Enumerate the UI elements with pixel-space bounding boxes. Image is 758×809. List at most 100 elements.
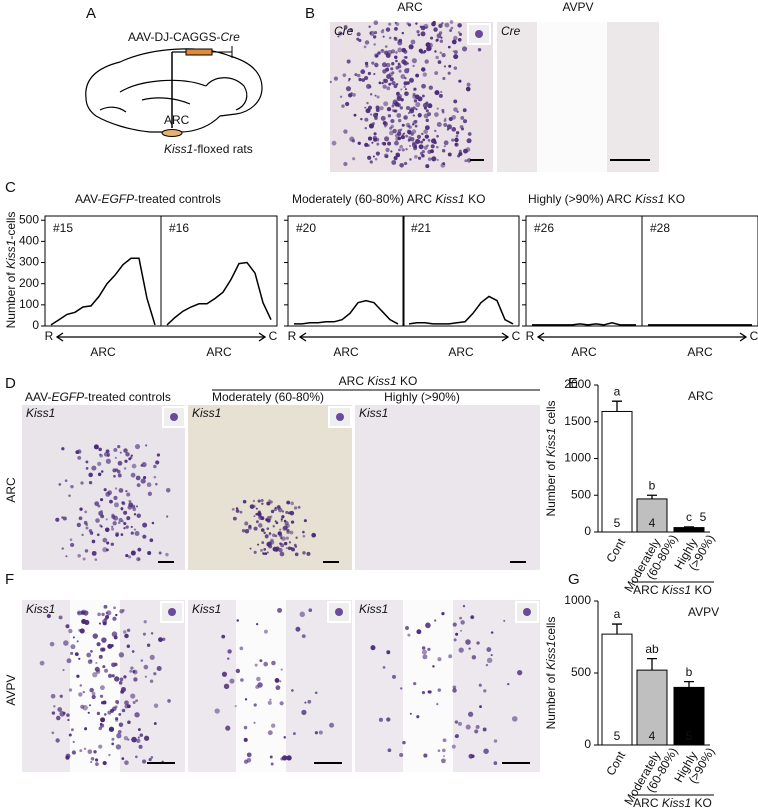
cell-stain xyxy=(165,552,169,557)
cell-stain xyxy=(283,541,288,546)
cell-stain xyxy=(286,755,292,761)
cell-stain xyxy=(405,105,411,111)
cell-stain xyxy=(221,634,226,639)
cell-stain xyxy=(88,480,93,485)
rats-label-part: -floxed rats xyxy=(193,142,252,156)
cell-stain xyxy=(287,546,292,551)
cell-stain xyxy=(441,149,446,153)
cell-stain xyxy=(307,699,312,704)
cell-stain xyxy=(111,527,115,531)
group-title: Moderately (60-80%) ARC Kiss1 KO xyxy=(292,192,485,206)
cell-stain xyxy=(130,472,136,478)
cell-stain xyxy=(418,48,423,53)
cell-stain xyxy=(82,690,85,694)
column-label: Moderately (60-80%) xyxy=(212,390,324,404)
cell-stain xyxy=(253,515,256,518)
cell-stain xyxy=(132,670,136,673)
cell-stain xyxy=(123,521,127,526)
cell-stain xyxy=(267,730,273,736)
cell-stain xyxy=(92,672,98,678)
cell-stain xyxy=(302,534,306,538)
cell-stain xyxy=(56,715,61,721)
cell-stain xyxy=(97,612,101,617)
cell-stain xyxy=(117,729,122,734)
cell-stain xyxy=(357,141,361,145)
cell-stain xyxy=(383,124,387,128)
group-title-part: Moderately (60-80%) ARC xyxy=(292,192,435,206)
cell-stain xyxy=(91,691,96,696)
cell-stain xyxy=(423,113,429,119)
vector-label-part: Cre xyxy=(220,30,240,44)
cell-stain xyxy=(423,753,428,758)
cell-stain xyxy=(279,551,285,557)
cell-stain xyxy=(408,44,414,50)
n-label: 5 xyxy=(614,516,621,530)
cell-stain xyxy=(130,666,134,670)
cell-stain xyxy=(436,145,439,149)
significance-letter: b xyxy=(649,478,656,492)
cell-stain xyxy=(314,731,318,735)
cell-stain xyxy=(253,703,257,707)
cell-stain xyxy=(266,501,271,506)
cell-stain xyxy=(451,114,457,120)
cell-stain xyxy=(384,136,390,142)
cell-stain xyxy=(466,82,471,87)
cell-stain xyxy=(153,464,157,469)
significance-letter: ab xyxy=(645,642,659,656)
cell-stain xyxy=(443,140,449,146)
cell-stain xyxy=(449,20,454,24)
cell-stain xyxy=(407,633,411,637)
cell-stain xyxy=(411,129,417,134)
cell-stain xyxy=(111,742,115,746)
cell-stain xyxy=(364,142,369,147)
cell-stain xyxy=(412,123,415,126)
cell-stain xyxy=(158,551,162,555)
cell-stain xyxy=(131,650,135,653)
cell-stain xyxy=(93,444,99,450)
cell-stain xyxy=(102,760,107,766)
cell-stain xyxy=(99,647,105,652)
cell-stain xyxy=(451,127,457,132)
cell-stain xyxy=(399,752,404,758)
cell-stain xyxy=(431,156,437,162)
cell-stain xyxy=(446,128,450,131)
cell-stain xyxy=(279,680,282,683)
cell-stain xyxy=(381,62,387,68)
brain-sketch xyxy=(85,48,263,133)
stain-label: Kiss1 xyxy=(359,602,388,616)
cell-stain xyxy=(61,516,64,519)
cell-stain xyxy=(385,62,391,68)
cell-stain xyxy=(372,135,378,141)
cell-stain xyxy=(269,515,273,518)
cell-stain xyxy=(55,738,60,743)
cell-stain xyxy=(167,699,171,703)
cell-stain xyxy=(386,717,391,722)
cell-stain xyxy=(455,131,460,135)
n-label: 5 xyxy=(614,729,621,743)
cell-stain xyxy=(433,27,438,32)
cell-stain xyxy=(421,83,426,89)
cell-stain xyxy=(232,516,237,521)
y-axis-label-part: Number of xyxy=(4,269,18,328)
y-axis-label-part: Kiss1 xyxy=(544,641,558,670)
stain-label-part: Kiss1 xyxy=(359,406,388,420)
chart-title: AVPV xyxy=(688,605,719,619)
cell-stain xyxy=(390,150,393,153)
cell-stain xyxy=(80,481,84,485)
cell-stain xyxy=(98,447,102,452)
cell-stain xyxy=(407,68,410,71)
cell-stain xyxy=(394,109,398,113)
cell-stain xyxy=(407,23,412,27)
cell-stain xyxy=(166,515,169,518)
cell-stain xyxy=(451,744,456,749)
cell-stain xyxy=(382,665,386,669)
cell-stain xyxy=(493,739,498,743)
y-tick-label: 1000 xyxy=(564,593,591,607)
cell-stain xyxy=(123,467,127,470)
cell-stain xyxy=(223,683,230,690)
y-tick-label: 500 xyxy=(19,212,39,226)
cell-stain xyxy=(440,162,446,168)
cell-stain xyxy=(397,118,402,123)
cell-stain xyxy=(91,465,97,471)
cell-stain xyxy=(371,61,375,65)
